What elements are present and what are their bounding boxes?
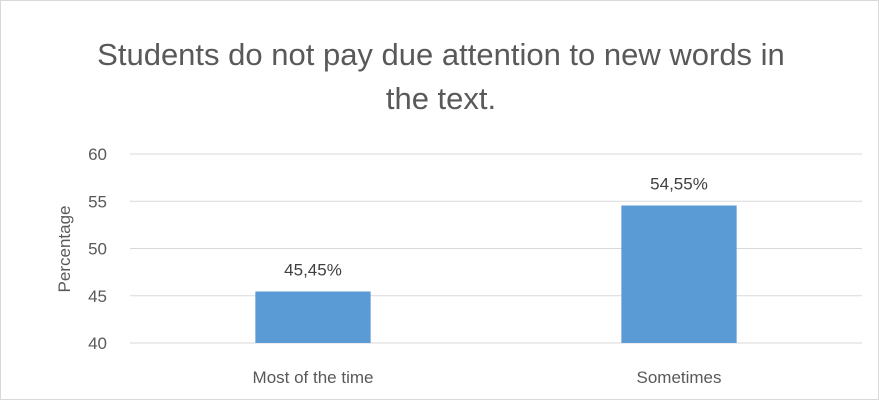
data-labels: 45,45% 54,55% (284, 175, 708, 280)
chart-title: Students do not pay due attention to new… (97, 37, 785, 116)
y-axis-title: Percentage (55, 206, 74, 293)
y-tick-label: 50 (88, 240, 107, 259)
y-tick-label: 60 (88, 145, 107, 164)
y-tick-labels: 40 45 50 55 60 (88, 145, 107, 353)
bar (255, 291, 371, 343)
x-tick-labels: Most of the time Sometimes (253, 368, 722, 387)
data-label: 54,55% (650, 175, 708, 194)
bar (621, 205, 737, 343)
bars (255, 205, 737, 343)
data-label: 45,45% (284, 260, 342, 279)
y-tick-label: 40 (88, 334, 107, 353)
y-tick-label: 55 (88, 192, 107, 211)
y-tick-label: 45 (88, 287, 107, 306)
x-tick-label: Sometimes (636, 368, 721, 387)
gridlines (130, 153, 862, 344)
x-tick-label: Most of the time (253, 368, 374, 387)
